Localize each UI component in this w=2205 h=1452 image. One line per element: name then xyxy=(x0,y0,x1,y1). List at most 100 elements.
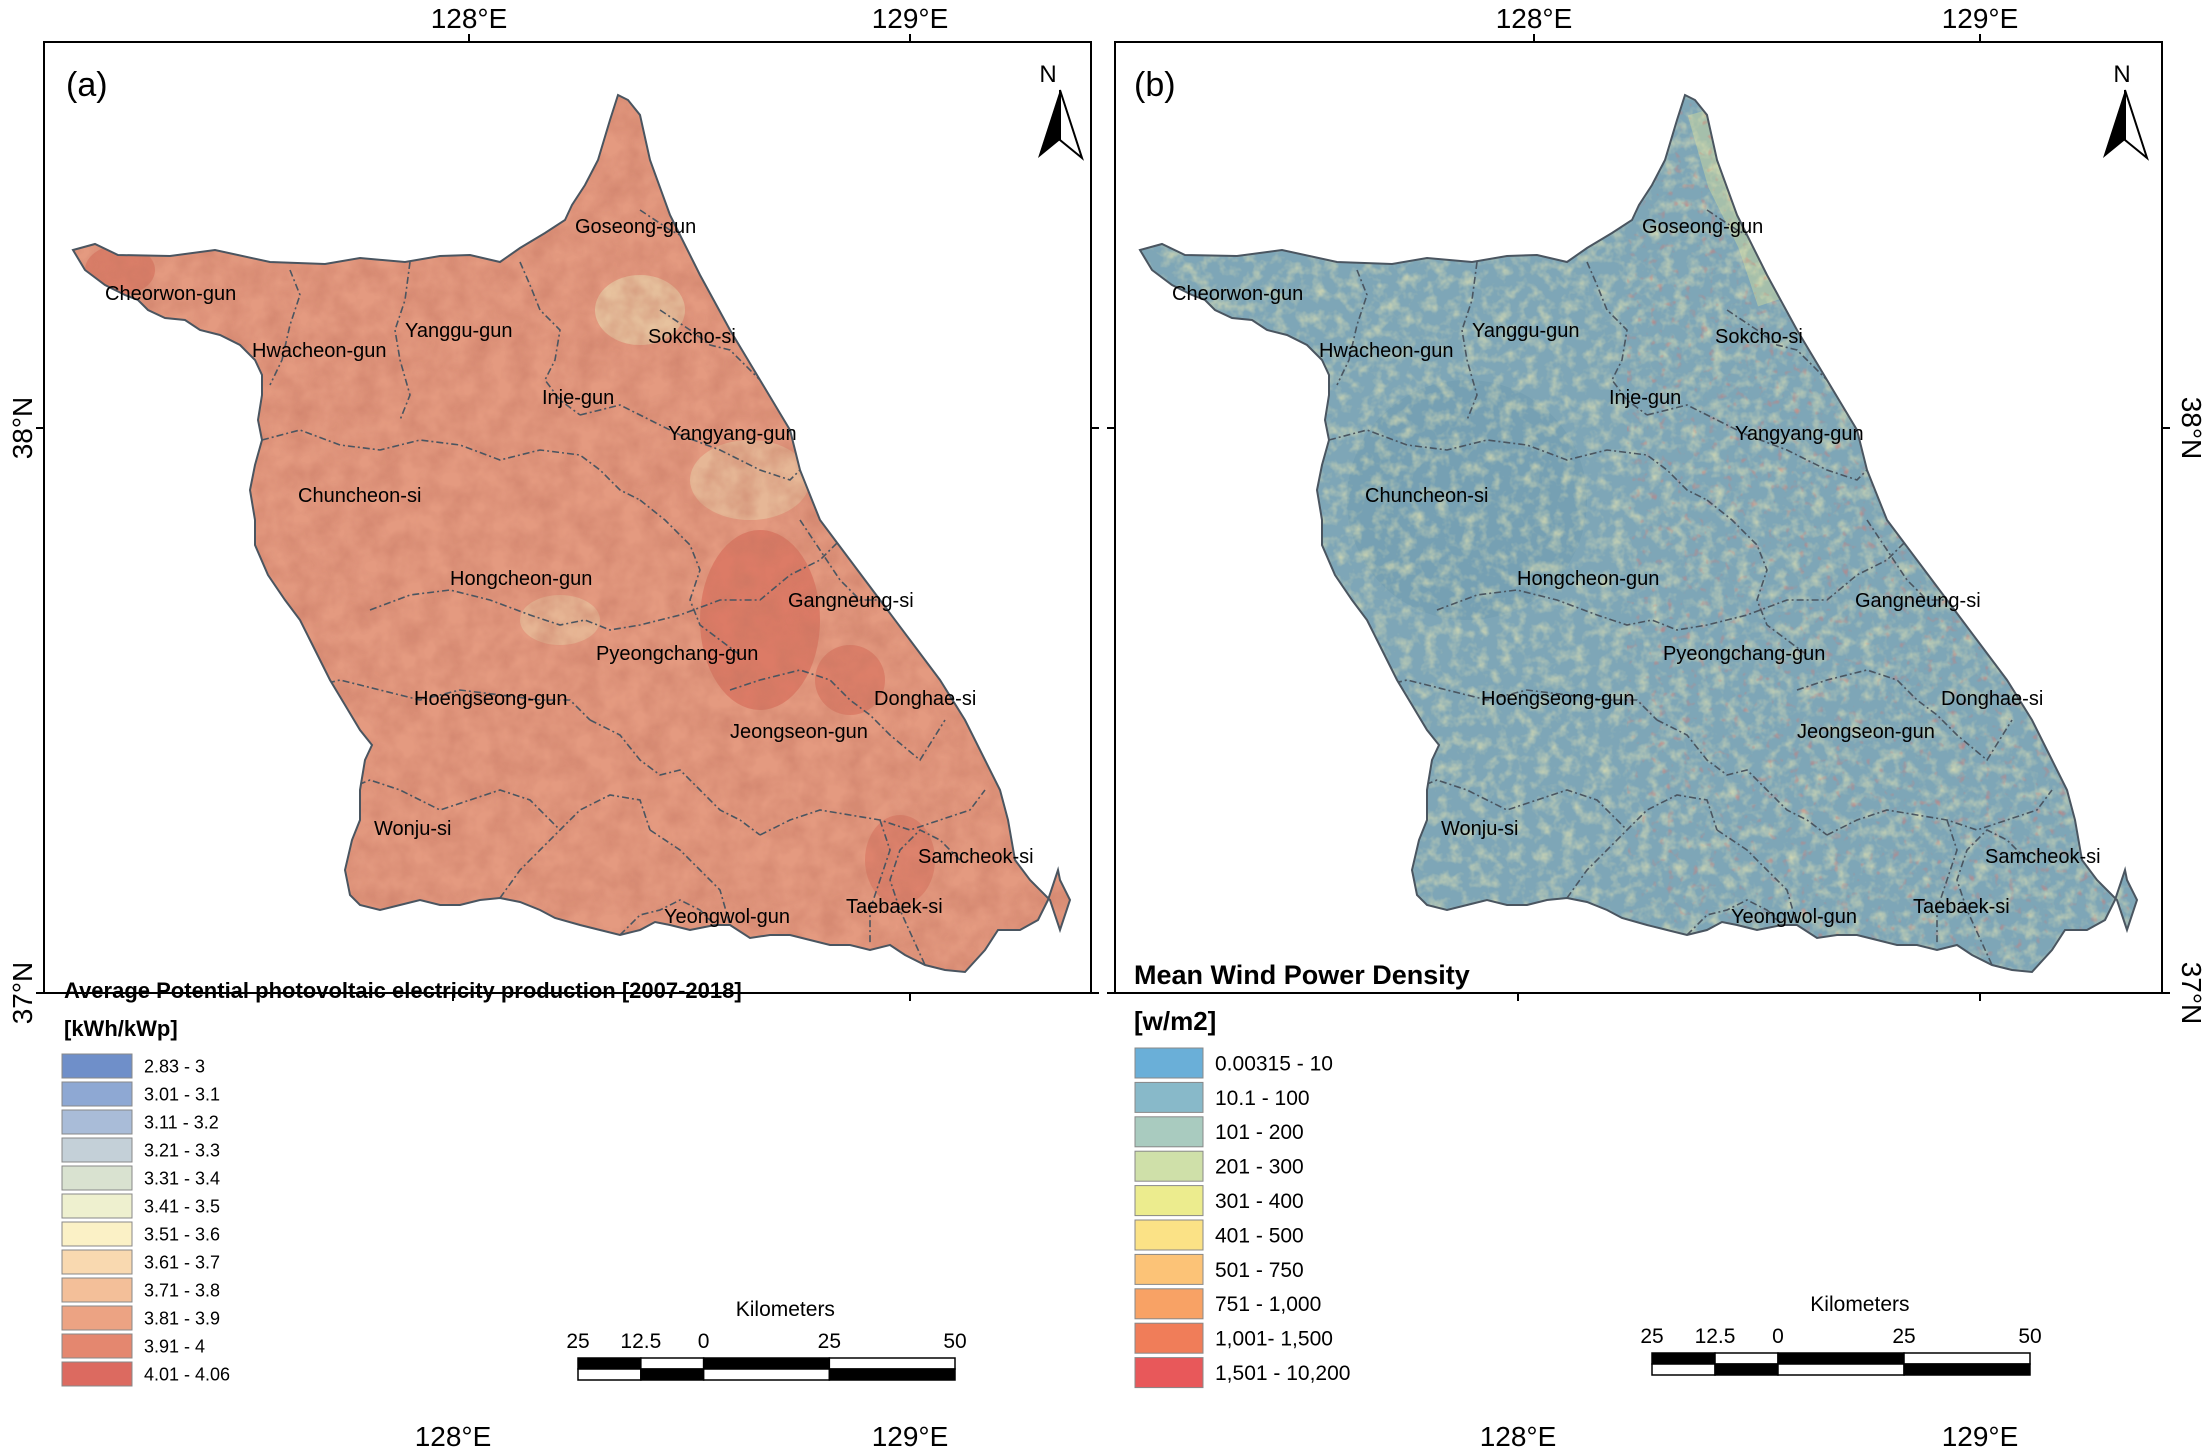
scale-tick-label: 50 xyxy=(943,1330,966,1353)
scale-tick-label: 12.5 xyxy=(1695,1325,1736,1348)
scale-segment xyxy=(640,1357,705,1370)
scale-segment xyxy=(1651,1363,1716,1376)
legend-swatch xyxy=(1134,1253,1204,1285)
legend-label: 2.83 - 3 xyxy=(144,1056,205,1076)
longitude-label: 128°E xyxy=(431,3,508,34)
place-label: Taebaek-si xyxy=(1913,896,2010,918)
place-label: Yangyang-gun xyxy=(668,423,797,445)
district-boundary xyxy=(261,429,641,501)
legend-label: 3.51 - 3.6 xyxy=(144,1224,220,1244)
legend-label: 3.41 - 3.5 xyxy=(144,1196,220,1216)
panel-a-place-labels: Goseong-gun Cheorwon-gun Yanggu-gun Sokcho-… xyxy=(105,216,1034,928)
scale-segment xyxy=(1777,1363,1905,1376)
legend-swatch xyxy=(61,1137,133,1163)
district-boundary xyxy=(1796,669,2013,762)
place-label: Gangneung-si xyxy=(788,590,914,612)
legend-label: 1,001- 1,500 xyxy=(1215,1328,1333,1351)
longitude-label: 128°E xyxy=(415,1421,492,1452)
place-label: Goseong-gun xyxy=(1642,216,1763,238)
place-label: Donghae-si xyxy=(1941,688,2043,710)
panel-a-photovoltaic: (a) N Goseong-gun Cheorwon-gun Yanggu-gun S… xyxy=(43,41,1092,1387)
place-label: Chuncheon-si xyxy=(298,485,421,507)
district-boundary xyxy=(1328,429,1708,501)
north-label: N xyxy=(1039,61,1056,88)
scale-segment xyxy=(1903,1352,2031,1365)
scale-segment xyxy=(577,1368,642,1381)
legend-swatch xyxy=(1134,1185,1204,1217)
district-boundary xyxy=(1866,519,1947,601)
legend-swatch xyxy=(1134,1081,1204,1113)
scale-tick-label: 50 xyxy=(2018,1325,2041,1348)
district-boundary xyxy=(1656,719,1828,836)
place-label: Hwacheon-gun xyxy=(1319,340,1454,362)
place-label: Yeongwol-gun xyxy=(664,906,790,928)
district-boundary xyxy=(579,404,801,481)
scale-segment xyxy=(828,1368,956,1381)
panel-a-north-arrow: N xyxy=(1038,61,1084,161)
district-boundary xyxy=(1461,261,1478,421)
longitude-label: 129°E xyxy=(1942,1421,2019,1452)
north-arrow-icon xyxy=(2103,90,2125,158)
legend-swatch xyxy=(1134,1116,1204,1148)
longitude-label: 129°E xyxy=(872,1421,949,1452)
district-boundary xyxy=(1956,829,2028,966)
district-boundary xyxy=(499,794,651,899)
district-boundary xyxy=(369,538,851,631)
legend-label: 3.21 - 3.3 xyxy=(144,1140,220,1160)
scale-tick-label: 25 xyxy=(818,1330,841,1353)
legend-swatch xyxy=(61,1221,133,1247)
legend-swatch xyxy=(61,1053,133,1079)
longitude-label: 128°E xyxy=(1480,1421,1557,1452)
place-label: Chuncheon-si xyxy=(1365,485,1488,507)
district-boundary xyxy=(519,261,581,416)
longitude-label: 129°E xyxy=(1942,3,2019,34)
terrain-texture xyxy=(73,95,1070,972)
scale-title: Kilometers xyxy=(736,1298,835,1321)
place-label: Sokcho-si xyxy=(648,326,736,348)
district-boundary xyxy=(649,829,731,926)
place-label: Hongcheon-gun xyxy=(450,568,592,590)
panel-b-label: (b) xyxy=(1134,66,1176,104)
place-label: Yeongwol-gun xyxy=(1731,906,1857,928)
legend-label: 3.11 - 3.2 xyxy=(144,1112,219,1132)
legend-swatch xyxy=(61,1277,133,1303)
place-label: Jeongseon-gun xyxy=(1797,721,1935,743)
district-boundary xyxy=(1706,499,1808,656)
district-boundary xyxy=(869,819,891,945)
panel-b-legend: 0.00315 - 10 10.1 - 100 101 - 200 201 - 300… xyxy=(1134,1047,1350,1389)
panel-a-legend-unit: [kWh/kWp] xyxy=(64,1016,178,1041)
district-boundary xyxy=(799,519,880,601)
latitude-label: 38°N xyxy=(7,397,38,460)
place-label: Hoengseong-gun xyxy=(1481,688,1634,710)
scale-segment xyxy=(1714,1352,1779,1365)
scale-tick-label: 0 xyxy=(1772,1325,1784,1348)
scale-segment xyxy=(702,1368,831,1381)
latitude-label: 37°N xyxy=(2176,962,2205,1025)
legend-label: 201 - 300 xyxy=(1215,1156,1304,1179)
place-label: Gangneung-si xyxy=(1855,590,1981,612)
legend-swatch xyxy=(61,1193,133,1219)
scale-tick-label: 0 xyxy=(698,1330,710,1353)
place-label: Taebaek-si xyxy=(846,896,943,918)
scale-tick-label: 25 xyxy=(1640,1325,1663,1348)
place-label: Sokcho-si xyxy=(1715,326,1803,348)
legend-swatch xyxy=(1134,1357,1204,1389)
longitude-label: 129°E xyxy=(872,3,949,34)
legend-swatch xyxy=(1134,1322,1204,1354)
legend-swatch xyxy=(61,1249,133,1275)
panel-b-north-arrow: N xyxy=(2103,61,2149,161)
district-boundary xyxy=(659,309,761,381)
district-boundary xyxy=(1566,794,1718,899)
district-boundary xyxy=(639,499,741,656)
latitude-label: 37°N xyxy=(7,962,38,1025)
graticule: 128°E 128°E 129°E 129°E 128°E 128°E 129°E 129°E… xyxy=(7,3,2205,1452)
scale-title: Kilometers xyxy=(1810,1293,1909,1316)
panel-b-frame xyxy=(1114,41,2163,994)
legend-swatch xyxy=(61,1333,133,1359)
panel-a-scale-bar: Kilometers 25 12.5 0 25 50 xyxy=(566,1298,967,1381)
region-outline xyxy=(1138,93,2139,974)
legend-label: 4.01 - 4.06 xyxy=(144,1364,230,1384)
legend-label: 10.1 - 100 xyxy=(1215,1087,1310,1110)
legend-label: 3.81 - 3.9 xyxy=(144,1308,220,1328)
